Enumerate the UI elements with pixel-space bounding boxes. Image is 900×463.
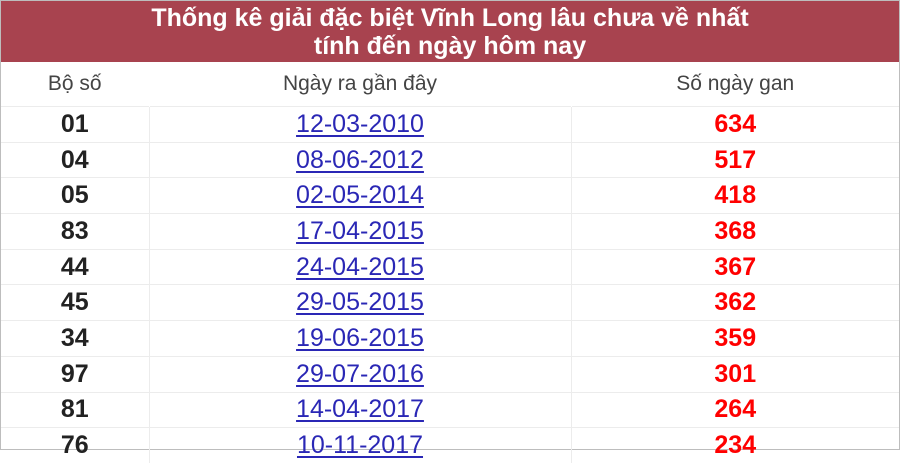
column-header-days: Số ngày gan bbox=[676, 72, 795, 95]
date-link[interactable]: 19-06-2015 bbox=[296, 323, 424, 352]
date-link[interactable]: 10-11-2017 bbox=[296, 431, 424, 460]
days-cell: 264 bbox=[570, 391, 899, 428]
table-row: 04 08-06-2012 517 bbox=[1, 141, 899, 178]
date-link[interactable]: 17-04-2015 bbox=[296, 216, 424, 245]
date-cell: 10-11-2017 bbox=[148, 427, 571, 463]
days-cell: 418 bbox=[570, 177, 899, 214]
table-header: Bộ số Ngày ra gần đây Số ngày gan bbox=[1, 62, 899, 107]
days-cell: 234 bbox=[570, 427, 899, 463]
date-link[interactable]: 12-03-2010 bbox=[296, 109, 424, 138]
number-cell: 04 bbox=[1, 141, 149, 178]
days-cell: 362 bbox=[570, 284, 899, 321]
number-cell: 97 bbox=[1, 355, 149, 392]
date-link[interactable]: 29-07-2016 bbox=[296, 359, 424, 388]
table-row: 01 12-03-2010 634 bbox=[1, 106, 899, 143]
date-link[interactable]: 02-05-2014 bbox=[296, 181, 424, 210]
column-header-date: Ngày ra gần đây bbox=[282, 72, 438, 95]
date-link[interactable]: 08-06-2012 bbox=[296, 145, 424, 174]
number-cell: 05 bbox=[1, 177, 149, 214]
date-cell: 12-03-2010 bbox=[148, 106, 571, 143]
table-row: 81 14-04-2017 264 bbox=[1, 391, 899, 428]
stats-table: Bộ số Ngày ra gần đây Số ngày gan 01 12-0… bbox=[1, 62, 899, 463]
panel-title: Thống kê giải đặc biệt Vĩnh Long lâu chư… bbox=[1, 1, 899, 62]
date-cell: 08-06-2012 bbox=[148, 141, 571, 178]
table-row: 05 02-05-2014 418 bbox=[1, 177, 899, 214]
days-cell: 367 bbox=[570, 248, 899, 285]
days-cell: 301 bbox=[570, 355, 899, 392]
number-cell: 83 bbox=[1, 213, 149, 250]
table-row: 83 17-04-2015 368 bbox=[1, 213, 899, 250]
date-cell: 14-04-2017 bbox=[148, 391, 571, 428]
days-cell: 517 bbox=[570, 141, 899, 178]
number-cell: 81 bbox=[1, 391, 149, 428]
date-link[interactable]: 29-05-2015 bbox=[296, 288, 424, 317]
number-cell: 34 bbox=[1, 320, 149, 357]
title-line-1: Thống kê giải đặc biệt Vĩnh Long lâu chư… bbox=[151, 4, 749, 32]
days-cell: 359 bbox=[570, 320, 899, 357]
number-cell: 44 bbox=[1, 248, 149, 285]
date-cell: 02-05-2014 bbox=[148, 177, 571, 214]
number-cell: 45 bbox=[1, 284, 149, 321]
date-cell: 17-04-2015 bbox=[148, 213, 571, 250]
number-cell: 76 bbox=[1, 427, 149, 463]
table-row: 97 29-07-2016 301 bbox=[1, 355, 899, 392]
date-link[interactable]: 24-04-2015 bbox=[296, 252, 424, 281]
date-cell: 24-04-2015 bbox=[148, 248, 571, 285]
table-row: 76 10-11-2017 234 bbox=[1, 427, 899, 463]
date-link[interactable]: 14-04-2017 bbox=[296, 395, 424, 424]
table-row: 44 24-04-2015 367 bbox=[1, 248, 899, 285]
column-header-number: Bộ số bbox=[47, 72, 102, 95]
days-cell: 368 bbox=[570, 213, 899, 250]
title-line-2: tính đến ngày hôm nay bbox=[313, 32, 587, 60]
date-cell: 29-05-2015 bbox=[148, 284, 571, 321]
date-cell: 19-06-2015 bbox=[148, 320, 571, 357]
table-row: 45 29-05-2015 362 bbox=[1, 284, 899, 321]
days-cell: 634 bbox=[570, 106, 899, 143]
number-cell: 01 bbox=[1, 106, 149, 143]
date-cell: 29-07-2016 bbox=[148, 355, 571, 392]
table-row: 34 19-06-2015 359 bbox=[1, 320, 899, 357]
